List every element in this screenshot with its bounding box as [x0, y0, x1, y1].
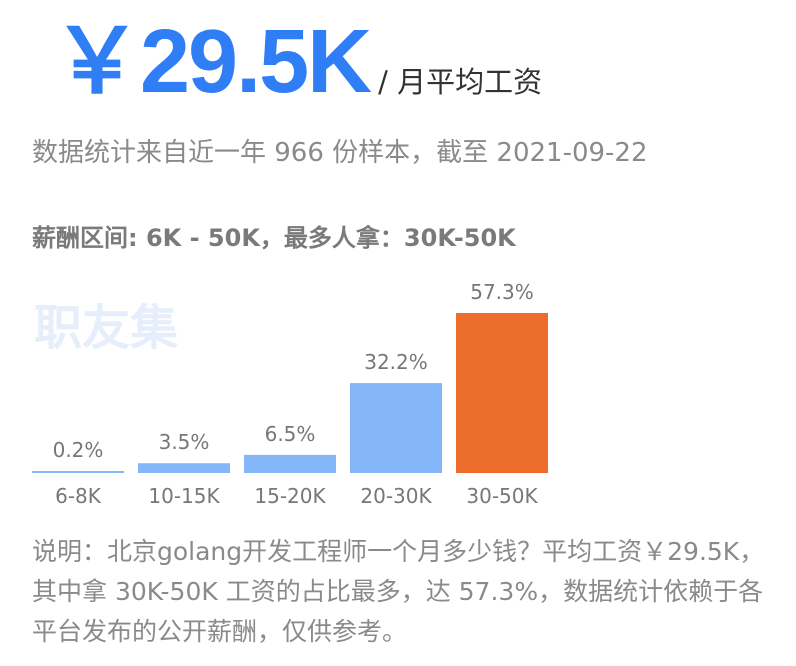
category-label: 15-20K	[254, 484, 326, 508]
bars-group	[32, 313, 548, 473]
bar-10-15K	[138, 463, 230, 473]
value-label: 0.2%	[53, 438, 104, 462]
value-label: 3.5%	[159, 430, 210, 454]
average-salary-value: ￥29.5K	[52, 12, 372, 112]
value-labels-group: 0.2% 3.5% 6.5% 32.2% 57.3%	[53, 280, 534, 462]
description-text: 说明：北京golang开发工程师一个月多少钱？平均工资￥29.5K，其中拿 30…	[32, 537, 765, 646]
salary-distribution-chart: 0.2% 3.5% 6.5% 32.2% 57.3% 6-8K 10-15K 15-20K 2…	[32, 280, 548, 508]
category-label: 6-8K	[55, 484, 102, 508]
category-labels-group: 6-8K 10-15K 15-20K 20-30K 30-50K	[55, 484, 538, 508]
category-label: 20-30K	[360, 484, 432, 508]
value-label: 6.5%	[265, 422, 316, 446]
watermark-logo: 职友集	[34, 300, 179, 356]
value-label: 32.2%	[364, 350, 428, 374]
category-label: 10-15K	[148, 484, 220, 508]
bar-15-20K	[244, 454, 336, 473]
salary-header: ￥29.5K / 月平均工资	[52, 6, 542, 118]
bar-20-30K	[350, 383, 442, 473]
bar-6-8K	[32, 471, 124, 473]
salary-unit-label: / 月平均工资	[378, 65, 543, 99]
value-label: 57.3%	[470, 280, 534, 304]
salary-range-text: 薪酬区间: 6K - 50K，最多人拿：30K-50K	[32, 224, 516, 252]
category-label: 30-50K	[466, 484, 538, 508]
bar-30-50K	[456, 313, 548, 473]
sample-meta-text: 数据统计来自近一年 966 份样本，截至 2021-09-22	[32, 138, 648, 168]
